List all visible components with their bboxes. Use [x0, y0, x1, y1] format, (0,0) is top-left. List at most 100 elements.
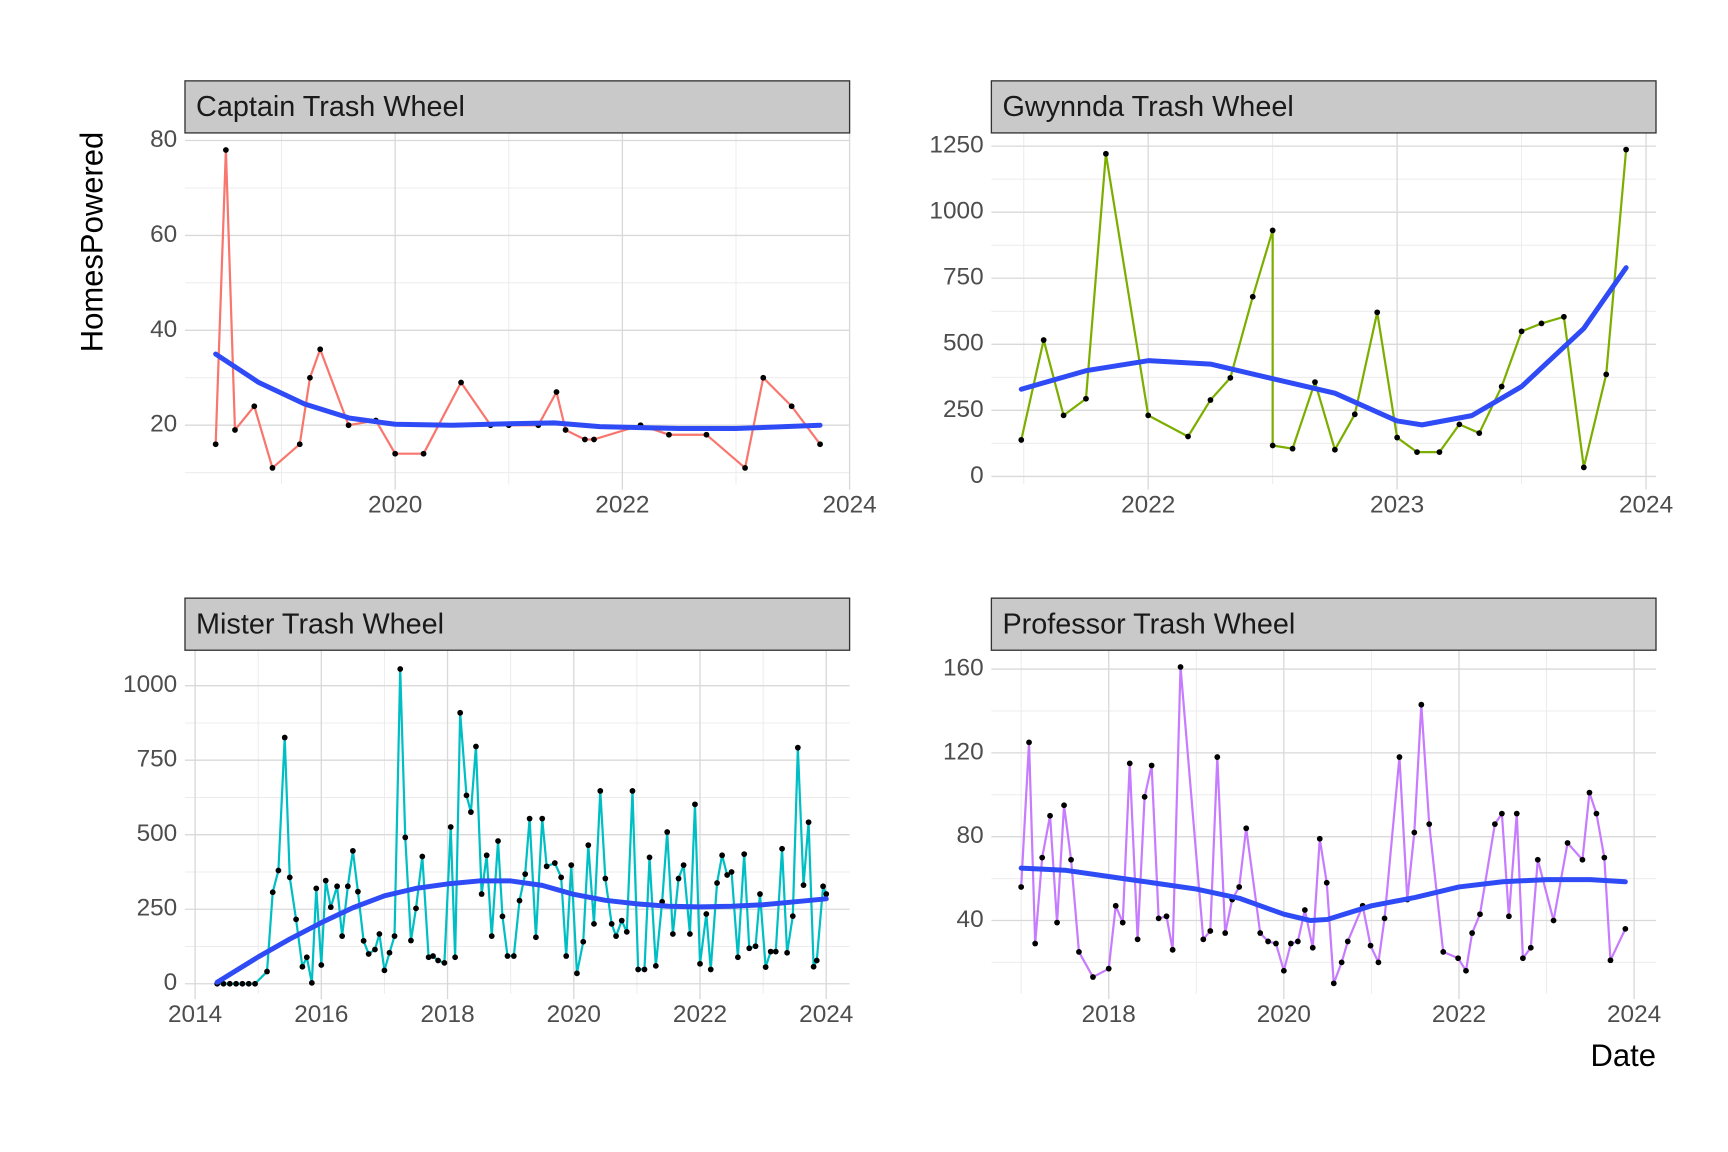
data-point — [232, 427, 238, 433]
data-point — [757, 891, 763, 897]
data-point — [233, 980, 239, 987]
data-point — [1580, 464, 1587, 471]
data-point — [452, 954, 459, 961]
data-point — [703, 911, 710, 917]
data-point — [641, 966, 648, 973]
x-tick-label: 2024 — [1607, 1001, 1661, 1028]
data-point — [553, 389, 560, 395]
data-point — [1499, 810, 1505, 817]
x-tick-label: 2014 — [168, 1001, 222, 1028]
data-point — [1469, 930, 1475, 936]
data-point — [303, 954, 310, 961]
data-point — [1513, 810, 1520, 817]
y-tick-label: 750 — [943, 264, 984, 291]
data-point — [1323, 879, 1330, 886]
data-point — [728, 869, 735, 875]
data-point — [719, 852, 725, 859]
data-point — [344, 883, 351, 890]
data-point — [239, 980, 246, 987]
data-point — [817, 441, 823, 448]
data-point — [820, 883, 826, 890]
data-point — [296, 441, 303, 448]
data-point — [1301, 907, 1308, 913]
data-point — [602, 875, 609, 882]
data-point — [1018, 884, 1025, 890]
data-point — [692, 801, 698, 808]
data-point — [762, 964, 769, 970]
data-point — [252, 980, 258, 987]
data-point — [772, 948, 779, 955]
data-point — [1177, 664, 1184, 670]
data-point — [488, 933, 495, 939]
data-point — [551, 860, 558, 866]
strip-title: Gwynnda Trash Wheel — [1002, 91, 1293, 123]
data-point — [1169, 946, 1176, 953]
data-point — [317, 346, 324, 353]
data-point — [735, 954, 741, 961]
y-tick-label: 250 — [943, 396, 984, 423]
x-tick-label: 2024 — [1619, 492, 1673, 519]
data-point — [327, 904, 334, 911]
data-point — [473, 743, 479, 750]
data-point — [408, 937, 414, 944]
data-point — [447, 824, 454, 830]
data-point — [478, 891, 485, 897]
data-point — [635, 966, 642, 973]
data-point — [1227, 374, 1234, 381]
data-point — [580, 938, 587, 945]
data-point — [1222, 930, 1229, 936]
y-tick-label: 500 — [943, 330, 984, 357]
data-point — [372, 946, 378, 953]
data-point — [264, 968, 270, 975]
data-point — [510, 953, 517, 959]
y-tick-label: 80 — [957, 822, 984, 849]
data-point — [522, 871, 529, 877]
data-point — [823, 891, 830, 897]
data-point — [629, 788, 636, 794]
data-point — [1312, 379, 1318, 385]
data-point — [707, 966, 714, 973]
data-point — [574, 970, 580, 977]
data-point — [1032, 940, 1039, 947]
data-point — [397, 666, 404, 672]
data-point — [435, 957, 441, 964]
data-point — [392, 450, 399, 457]
data-point — [1426, 821, 1433, 827]
data-point — [441, 960, 448, 966]
data-point — [563, 953, 570, 959]
data-point — [1418, 701, 1425, 708]
data-point — [779, 845, 785, 852]
data-point — [1344, 938, 1351, 945]
data-point — [386, 949, 393, 956]
data-point — [1586, 789, 1593, 796]
data-point — [1332, 446, 1338, 453]
data-point — [420, 450, 427, 457]
data-point — [1273, 940, 1279, 947]
panel: 0 250 500 750 1000 2014 2016 2018 2020 2022 2024 Mi… — [123, 597, 853, 1028]
data-point — [1534, 856, 1541, 863]
data-point — [1338, 959, 1345, 966]
y-tick-label: 40 — [957, 906, 984, 933]
data-point — [1141, 793, 1148, 800]
data-point — [1518, 328, 1525, 335]
data-point — [1506, 913, 1512, 920]
data-point — [1607, 957, 1614, 964]
data-point — [1564, 840, 1571, 846]
data-point — [1538, 320, 1545, 327]
trend-line — [214, 878, 829, 985]
data-point — [1040, 337, 1047, 343]
data-point — [1411, 829, 1418, 836]
data-point — [585, 842, 592, 849]
data-point — [251, 403, 258, 410]
data-point — [623, 929, 630, 935]
data-point — [307, 374, 313, 381]
data-point — [1294, 938, 1301, 945]
data-point — [360, 937, 367, 944]
data-point — [1269, 442, 1276, 449]
data-point — [784, 949, 790, 956]
data-point — [752, 943, 759, 950]
x-tick-label: 2023 — [1370, 492, 1424, 519]
data-point — [703, 431, 710, 438]
data-point — [349, 847, 356, 854]
data-point — [1236, 884, 1243, 890]
